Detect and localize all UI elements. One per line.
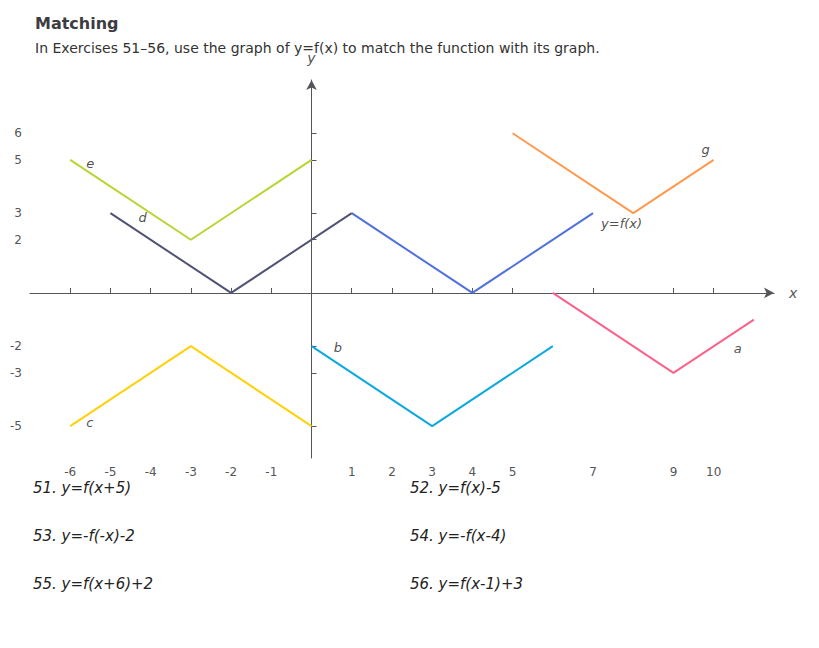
svg-text:3: 3 <box>428 465 436 479</box>
svg-text:3: 3 <box>14 206 22 220</box>
svg-text:-2: -2 <box>225 465 237 479</box>
svg-text:a: a <box>734 341 742 356</box>
svg-text:9: 9 <box>670 465 678 479</box>
svg-text:10: 10 <box>706 465 721 479</box>
svg-text:Matching: Matching <box>35 14 119 33</box>
svg-text:g: g <box>702 142 710 157</box>
svg-text:e: e <box>86 156 94 171</box>
svg-text:-5: -5 <box>10 419 22 433</box>
svg-text:2: 2 <box>14 233 22 247</box>
svg-text:y=f(x): y=f(x) <box>600 216 642 231</box>
svg-text:-2: -2 <box>10 339 22 353</box>
svg-text:-3: -3 <box>185 465 197 479</box>
svg-text:4: 4 <box>469 465 477 479</box>
svg-text:-4: -4 <box>145 465 157 479</box>
svg-text:-5: -5 <box>104 465 116 479</box>
svg-text:x: x <box>788 285 798 301</box>
svg-text:d: d <box>139 210 148 225</box>
svg-text:5: 5 <box>14 153 22 167</box>
svg-text:52. y=f(x)-5: 52. y=f(x)-5 <box>410 479 501 497</box>
svg-text:54. y=-f(x-4): 54. y=-f(x-4) <box>410 527 506 545</box>
svg-text:51. y=f(x+5): 51. y=f(x+5) <box>33 479 131 497</box>
svg-text:56. y=f(x-1)+3: 56. y=f(x-1)+3 <box>410 575 523 593</box>
svg-text:7: 7 <box>589 465 597 479</box>
svg-text:5: 5 <box>509 465 517 479</box>
svg-text:y: y <box>307 50 316 66</box>
svg-text:In Exercises 51–56, use the gr: In Exercises 51–56, use the graph of y=f… <box>35 40 600 56</box>
svg-text:-6: -6 <box>64 465 76 479</box>
svg-text:55. y=f(x+6)+2: 55. y=f(x+6)+2 <box>33 575 153 593</box>
svg-text:53. y=-f(-x)-2: 53. y=-f(-x)-2 <box>33 527 135 545</box>
svg-text:-3: -3 <box>10 366 22 380</box>
svg-text:6: 6 <box>14 126 22 140</box>
svg-text:c: c <box>86 415 93 430</box>
svg-text:-1: -1 <box>265 465 277 479</box>
svg-text:2: 2 <box>388 465 396 479</box>
svg-text:1: 1 <box>348 465 356 479</box>
svg-text:b: b <box>334 340 342 355</box>
